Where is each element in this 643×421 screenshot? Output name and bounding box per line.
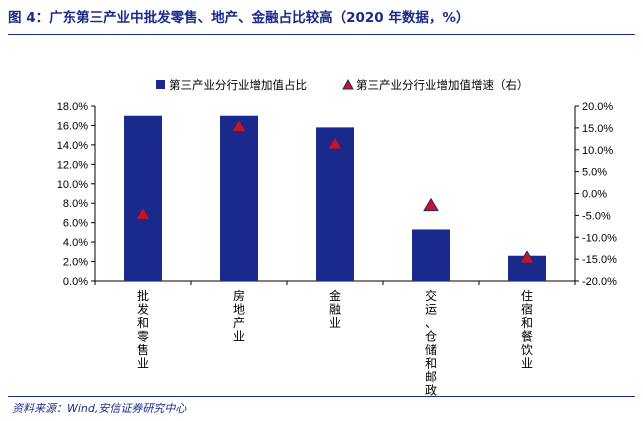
right-tick-label: 15.0% xyxy=(582,123,613,135)
category-label: 住宿和餐饮业 xyxy=(521,289,533,371)
title-divider xyxy=(8,34,635,35)
source-note: 资料来源：Wind,安信证券研究中心 xyxy=(12,402,187,415)
left-tick-label: 14.0% xyxy=(57,140,88,152)
right-tick-label: 5.0% xyxy=(582,167,607,179)
growth-marker xyxy=(519,250,535,264)
bar xyxy=(316,127,354,281)
bar xyxy=(124,115,162,281)
legend-marker-label: 第三产业分行业增加值增速（右） xyxy=(356,78,529,92)
left-tick-label: 6.0% xyxy=(63,218,88,230)
right-tick-label: -5.0% xyxy=(582,210,611,222)
category-label: 交运、仓储和邮政 xyxy=(425,288,437,398)
growth-marker xyxy=(135,206,151,220)
left-tick-label: 18.0% xyxy=(57,101,88,113)
category-label: 房地产业 xyxy=(233,288,245,344)
legend-bar-label: 第三产业分行业增加值占比 xyxy=(169,78,307,92)
left-tick-label: 2.0% xyxy=(63,257,88,269)
category-label: 金融业 xyxy=(329,288,341,330)
figure-title: 图 4：广东第三产业中批发零售、地产、金融占比较高（2020 年数据，%） xyxy=(8,10,470,26)
bar xyxy=(412,229,450,281)
bar xyxy=(220,115,258,281)
legend-marker-swatch xyxy=(342,78,354,90)
right-tick-label: -10.0% xyxy=(582,232,617,244)
left-tick-label: 4.0% xyxy=(63,237,88,249)
right-tick-label: -15.0% xyxy=(582,254,617,266)
left-tick-label: 16.0% xyxy=(57,120,88,132)
right-tick-label: 20.0% xyxy=(582,101,613,113)
left-tick-label: 10.0% xyxy=(57,179,88,191)
source-divider xyxy=(8,396,635,397)
right-tick-label: 10.0% xyxy=(582,145,613,157)
right-tick-label: -20.0% xyxy=(582,276,617,288)
left-tick-label: 0.0% xyxy=(63,276,88,288)
right-tick-label: 0.0% xyxy=(582,189,607,201)
left-tick-label: 12.0% xyxy=(57,159,88,171)
category-label: 批发和零售业 xyxy=(137,288,149,371)
growth-marker xyxy=(423,197,439,212)
left-tick-label: 8.0% xyxy=(63,198,88,210)
growth-marker xyxy=(231,118,247,132)
growth-marker xyxy=(327,136,343,150)
legend-bar-swatch xyxy=(156,80,165,89)
